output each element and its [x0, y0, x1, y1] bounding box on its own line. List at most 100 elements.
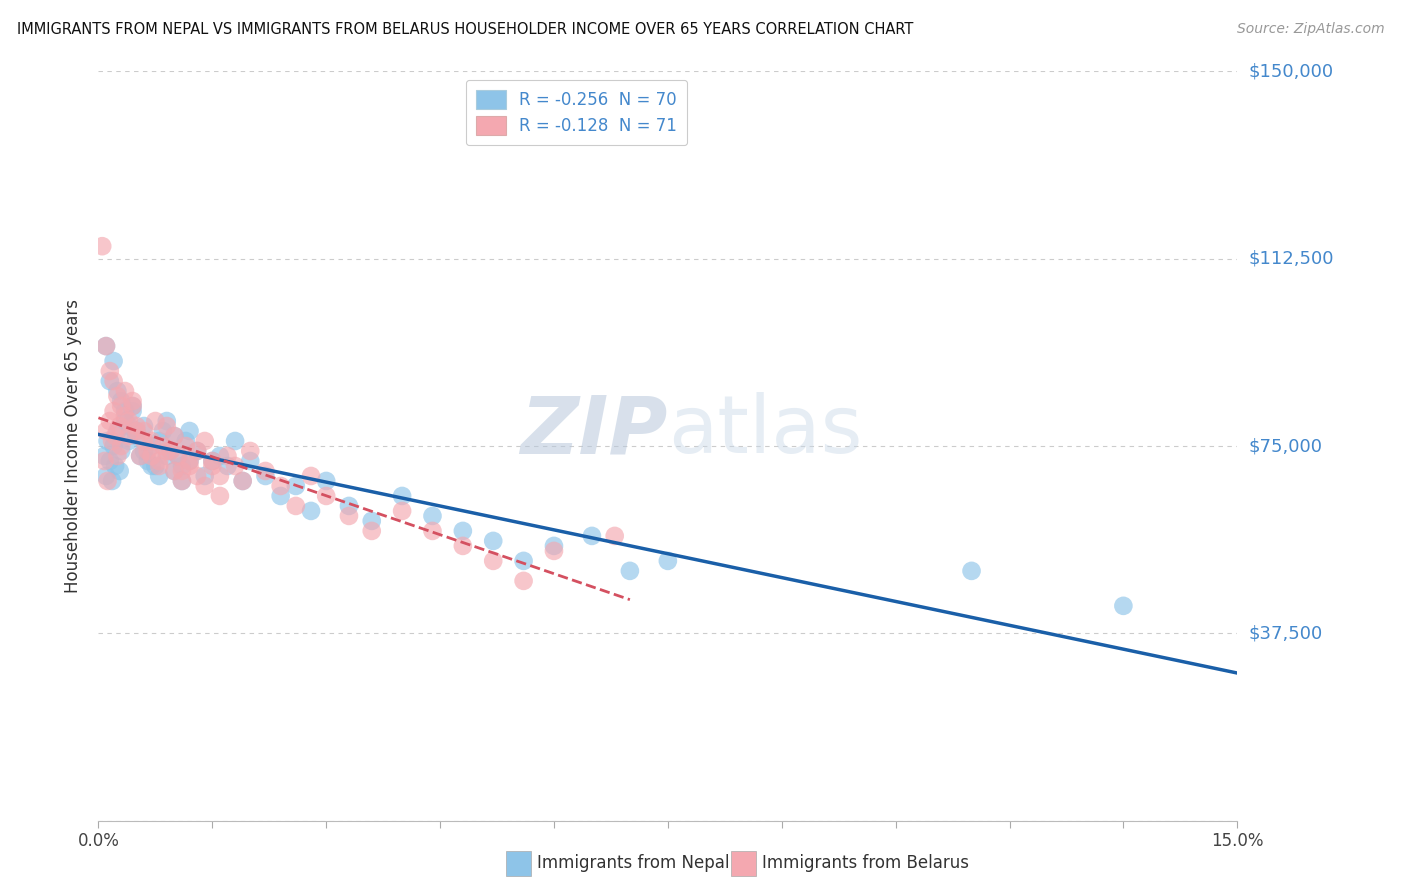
- Point: [110, 444, 132, 458]
- Point: [179, 454, 201, 468]
- Point: [315, 489, 337, 503]
- Y-axis label: Householder Income Over 65 years: Householder Income Over 65 years: [65, 299, 83, 593]
- Point: [118, 429, 141, 443]
- Point: [108, 464, 131, 478]
- Point: [125, 424, 148, 438]
- Point: [145, 458, 167, 473]
- Text: Source: ZipAtlas.com: Source: ZipAtlas.com: [1237, 22, 1385, 37]
- Point: [186, 469, 208, 483]
- Point: [156, 449, 179, 463]
- Text: $75,000: $75,000: [1249, 437, 1323, 455]
- Point: [156, 444, 179, 458]
- Point: [179, 454, 201, 468]
- Point: [482, 533, 505, 548]
- Point: [217, 449, 239, 463]
- Point: [94, 469, 117, 483]
- Point: [94, 339, 117, 353]
- Point: [159, 444, 181, 458]
- Point: [299, 469, 322, 483]
- Text: atlas: atlas: [668, 392, 862, 470]
- Point: [132, 424, 155, 438]
- Point: [170, 474, 193, 488]
- Legend: R = -0.256  N = 70, R = -0.128  N = 71: R = -0.256 N = 70, R = -0.128 N = 71: [467, 79, 688, 145]
- Point: [103, 404, 125, 418]
- Point: [96, 474, 118, 488]
- Point: [194, 479, 217, 493]
- Point: [581, 529, 603, 543]
- Point: [360, 514, 382, 528]
- Point: [121, 404, 143, 418]
- Point: [96, 434, 118, 448]
- Point: [136, 454, 159, 468]
- Point: [179, 424, 201, 438]
- Point: [619, 564, 641, 578]
- Point: [167, 449, 190, 463]
- Point: [141, 434, 163, 448]
- Point: [186, 444, 208, 458]
- Point: [152, 439, 174, 453]
- Point: [114, 384, 136, 398]
- Point: [103, 354, 125, 368]
- Point: [167, 449, 190, 463]
- Point: [315, 474, 337, 488]
- Point: [132, 444, 155, 458]
- Point: [174, 439, 197, 453]
- Point: [482, 554, 505, 568]
- Point: [208, 449, 231, 463]
- Point: [114, 404, 136, 418]
- Point: [121, 394, 143, 409]
- Point: [141, 439, 163, 453]
- Point: [125, 419, 148, 434]
- Point: [512, 574, 534, 588]
- Point: [103, 374, 125, 388]
- Point: [543, 539, 565, 553]
- Point: [104, 429, 127, 443]
- Point: [208, 489, 231, 503]
- Point: [148, 454, 170, 468]
- Point: [194, 469, 217, 483]
- Point: [107, 384, 129, 398]
- Point: [163, 464, 186, 478]
- Point: [1112, 599, 1135, 613]
- Point: [217, 458, 239, 473]
- Point: [163, 429, 186, 443]
- Point: [174, 434, 197, 448]
- Point: [101, 474, 124, 488]
- Point: [148, 469, 170, 483]
- Point: [270, 489, 292, 503]
- Point: [224, 434, 246, 448]
- Point: [114, 414, 136, 428]
- Point: [98, 414, 121, 428]
- Point: [156, 414, 179, 428]
- Point: [201, 454, 224, 468]
- Point: [94, 424, 117, 438]
- Point: [103, 439, 125, 453]
- Point: [94, 339, 117, 353]
- Point: [337, 508, 360, 523]
- Point: [360, 524, 382, 538]
- Point: [159, 444, 181, 458]
- Point: [179, 458, 201, 473]
- Point: [254, 469, 277, 483]
- Point: [391, 504, 413, 518]
- Point: [960, 564, 983, 578]
- Point: [239, 454, 262, 468]
- Point: [114, 409, 136, 423]
- Point: [163, 429, 186, 443]
- Point: [170, 474, 193, 488]
- Point: [110, 439, 132, 453]
- Point: [121, 399, 143, 413]
- Point: [107, 424, 129, 438]
- Point: [148, 458, 170, 473]
- Point: [284, 479, 307, 493]
- Point: [194, 434, 217, 448]
- Point: [156, 419, 179, 434]
- Text: $112,500: $112,500: [1249, 250, 1334, 268]
- Point: [93, 449, 115, 463]
- Point: [232, 474, 254, 488]
- Point: [98, 364, 121, 378]
- Point: [141, 449, 163, 463]
- Point: [422, 508, 444, 523]
- Point: [118, 414, 141, 428]
- Point: [132, 434, 155, 448]
